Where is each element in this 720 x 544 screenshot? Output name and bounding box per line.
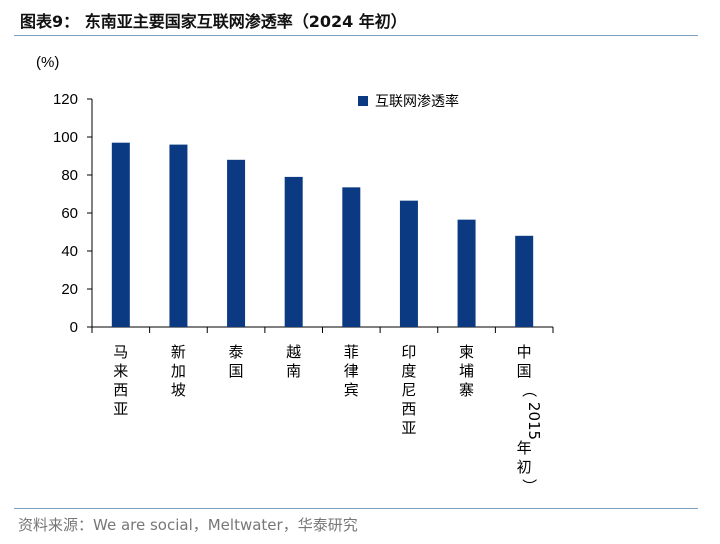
y-tick-label: 40: [61, 243, 78, 260]
bar-7: [457, 219, 476, 327]
x-category-label: 菲律宾: [344, 343, 359, 399]
legend-swatch: [358, 96, 368, 106]
x-category-label: 马来西亚: [113, 343, 128, 418]
x-category-label-paren: （: [520, 382, 538, 397]
x-category-label: 越南: [286, 343, 301, 380]
x-category-label: 中国年初: [517, 343, 532, 476]
y-tick-label: 100: [53, 129, 78, 146]
x-category-label: 柬埔寨: [459, 343, 474, 399]
x-category-label: 印度尼西亚: [401, 343, 416, 437]
source-divider: [14, 508, 698, 509]
x-category-label-digits: 2015: [525, 402, 543, 440]
x-category-label: 新加坡: [171, 343, 186, 399]
y-tick-label: 80: [61, 167, 78, 184]
legend-label: 互联网渗透率: [375, 93, 459, 110]
x-category-label: 泰国: [229, 343, 244, 380]
figure-title: 图表9： 东南亚主要国家互联网渗透率（2024 年初）: [20, 12, 407, 31]
bar-6: [399, 200, 418, 327]
bar-3: [227, 159, 246, 327]
bar-2: [169, 144, 188, 327]
y-tick-label: 120: [53, 91, 78, 108]
source-note: 资料来源：We are social，Meltwater，华泰研究: [18, 516, 358, 534]
bar-1: [111, 142, 130, 327]
x-category-label-paren: ）: [520, 478, 538, 493]
y-unit-label: (%): [36, 54, 59, 71]
y-tick-label: 0: [70, 319, 78, 336]
bar-5: [342, 187, 361, 327]
y-tick-label: 20: [61, 281, 78, 298]
bar-8: [515, 235, 534, 327]
title-divider: [14, 35, 698, 36]
bar-4: [284, 176, 303, 327]
y-tick-label: 60: [61, 205, 78, 222]
